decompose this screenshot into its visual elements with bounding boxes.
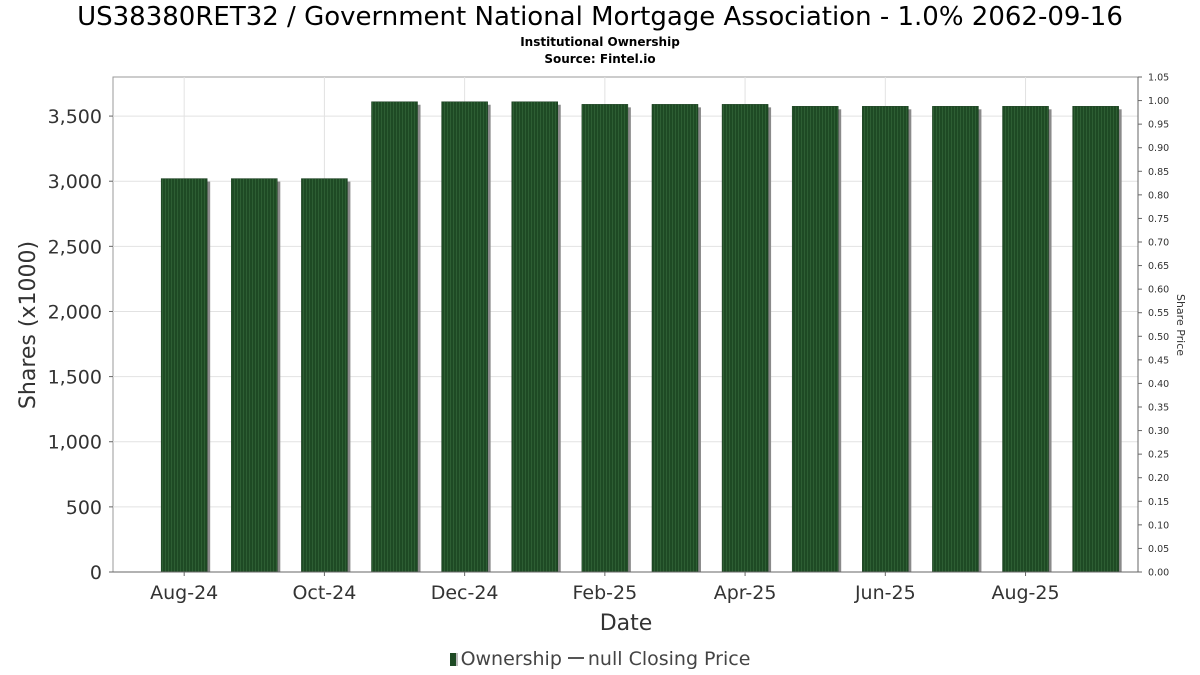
y2-tick-label: 0.20 xyxy=(1148,473,1169,484)
ownership-bar xyxy=(932,106,979,573)
y2-tick-label: 0.80 xyxy=(1148,190,1169,201)
y-tick-label: 1,000 xyxy=(48,432,102,454)
y-tick-label: 3,500 xyxy=(48,106,102,128)
y2-tick-label: 0.55 xyxy=(1148,308,1169,319)
x-axis-label: Date xyxy=(600,611,653,636)
y2-tick-label: 0.70 xyxy=(1148,238,1169,249)
y2-tick-label: 0.95 xyxy=(1148,120,1169,131)
ownership-bar xyxy=(791,106,839,573)
x-tick-label: Jun-25 xyxy=(854,582,916,604)
ownership-bar xyxy=(1072,106,1119,573)
y2-tick-label: 0.60 xyxy=(1148,285,1169,296)
y-tick-label: 2,500 xyxy=(48,236,102,258)
y2-axis-label: Share Price xyxy=(1174,294,1187,356)
x-tick-label: Apr-25 xyxy=(714,582,777,604)
chart-source: Source: Fintel.io xyxy=(544,52,656,66)
x-tick-label: Aug-24 xyxy=(150,582,218,604)
x-tick-label: Aug-25 xyxy=(991,582,1059,604)
y-tick-label: 500 xyxy=(66,497,102,519)
y2-tick-label: 0.75 xyxy=(1148,214,1169,225)
y-tick-label: 3,000 xyxy=(48,171,102,193)
x-tick-label: Feb-25 xyxy=(573,582,638,604)
ownership-chart: Aug-24 Oct-24 Dec-24 Feb-25 Apr-25 Jun-25 Aug-… xyxy=(16,73,1187,637)
ownership-bar xyxy=(301,178,348,573)
chart-title: US38380RET32 / Government National Mortg… xyxy=(77,2,1123,32)
y2-tick-label: 0.15 xyxy=(1148,497,1169,508)
y2-tick-label: 0.45 xyxy=(1148,355,1169,366)
ownership-bar xyxy=(581,104,629,573)
price-legend-line xyxy=(567,657,584,659)
y2-tick-label: 0.25 xyxy=(1148,450,1169,461)
y-tick-label: 2,000 xyxy=(48,301,102,323)
chart-legend: Ownership null Closing Price xyxy=(0,648,1200,670)
y2-tick-label: 0.40 xyxy=(1148,379,1169,390)
y2-tick-label: 1.00 xyxy=(1148,96,1169,107)
y2-tick-label: 0.10 xyxy=(1148,520,1169,531)
legend-price-label: null Closing Price xyxy=(587,648,751,670)
ownership-bar xyxy=(371,101,418,573)
chart-subtitle: Institutional Ownership xyxy=(520,35,680,49)
ownership-bar xyxy=(651,104,699,573)
y2-tick-label: 0.35 xyxy=(1148,403,1169,414)
y2-tick-label: 0.30 xyxy=(1148,426,1169,437)
ownership-bar xyxy=(160,178,208,573)
y2-tick-label: 0.50 xyxy=(1148,332,1169,343)
ownership-legend-swatch xyxy=(449,653,458,666)
y2-tick-label: 0.90 xyxy=(1148,143,1169,154)
ownership-bar xyxy=(511,101,558,573)
y2-tick-label: 0.85 xyxy=(1148,167,1169,178)
y2-tick-label: 0.00 xyxy=(1148,568,1169,579)
y-tick-label: 1,500 xyxy=(48,367,102,389)
ownership-bar xyxy=(231,178,278,573)
ownership-bar xyxy=(862,106,909,573)
x-tick-label: Oct-24 xyxy=(292,582,356,604)
y-tick-label: 0 xyxy=(90,562,102,584)
y-axis-label: Shares (x1000) xyxy=(16,241,41,409)
ownership-bar xyxy=(441,101,488,573)
y2-tick-label: 0.65 xyxy=(1148,261,1169,272)
ownership-bar xyxy=(721,104,769,573)
y2-tick-label: 0.05 xyxy=(1148,544,1169,555)
y2-tick-label: 1.05 xyxy=(1148,73,1169,84)
x-tick-label: Dec-24 xyxy=(431,582,499,604)
legend-ownership-label: Ownership xyxy=(460,648,562,670)
ownership-bar xyxy=(1002,106,1049,573)
